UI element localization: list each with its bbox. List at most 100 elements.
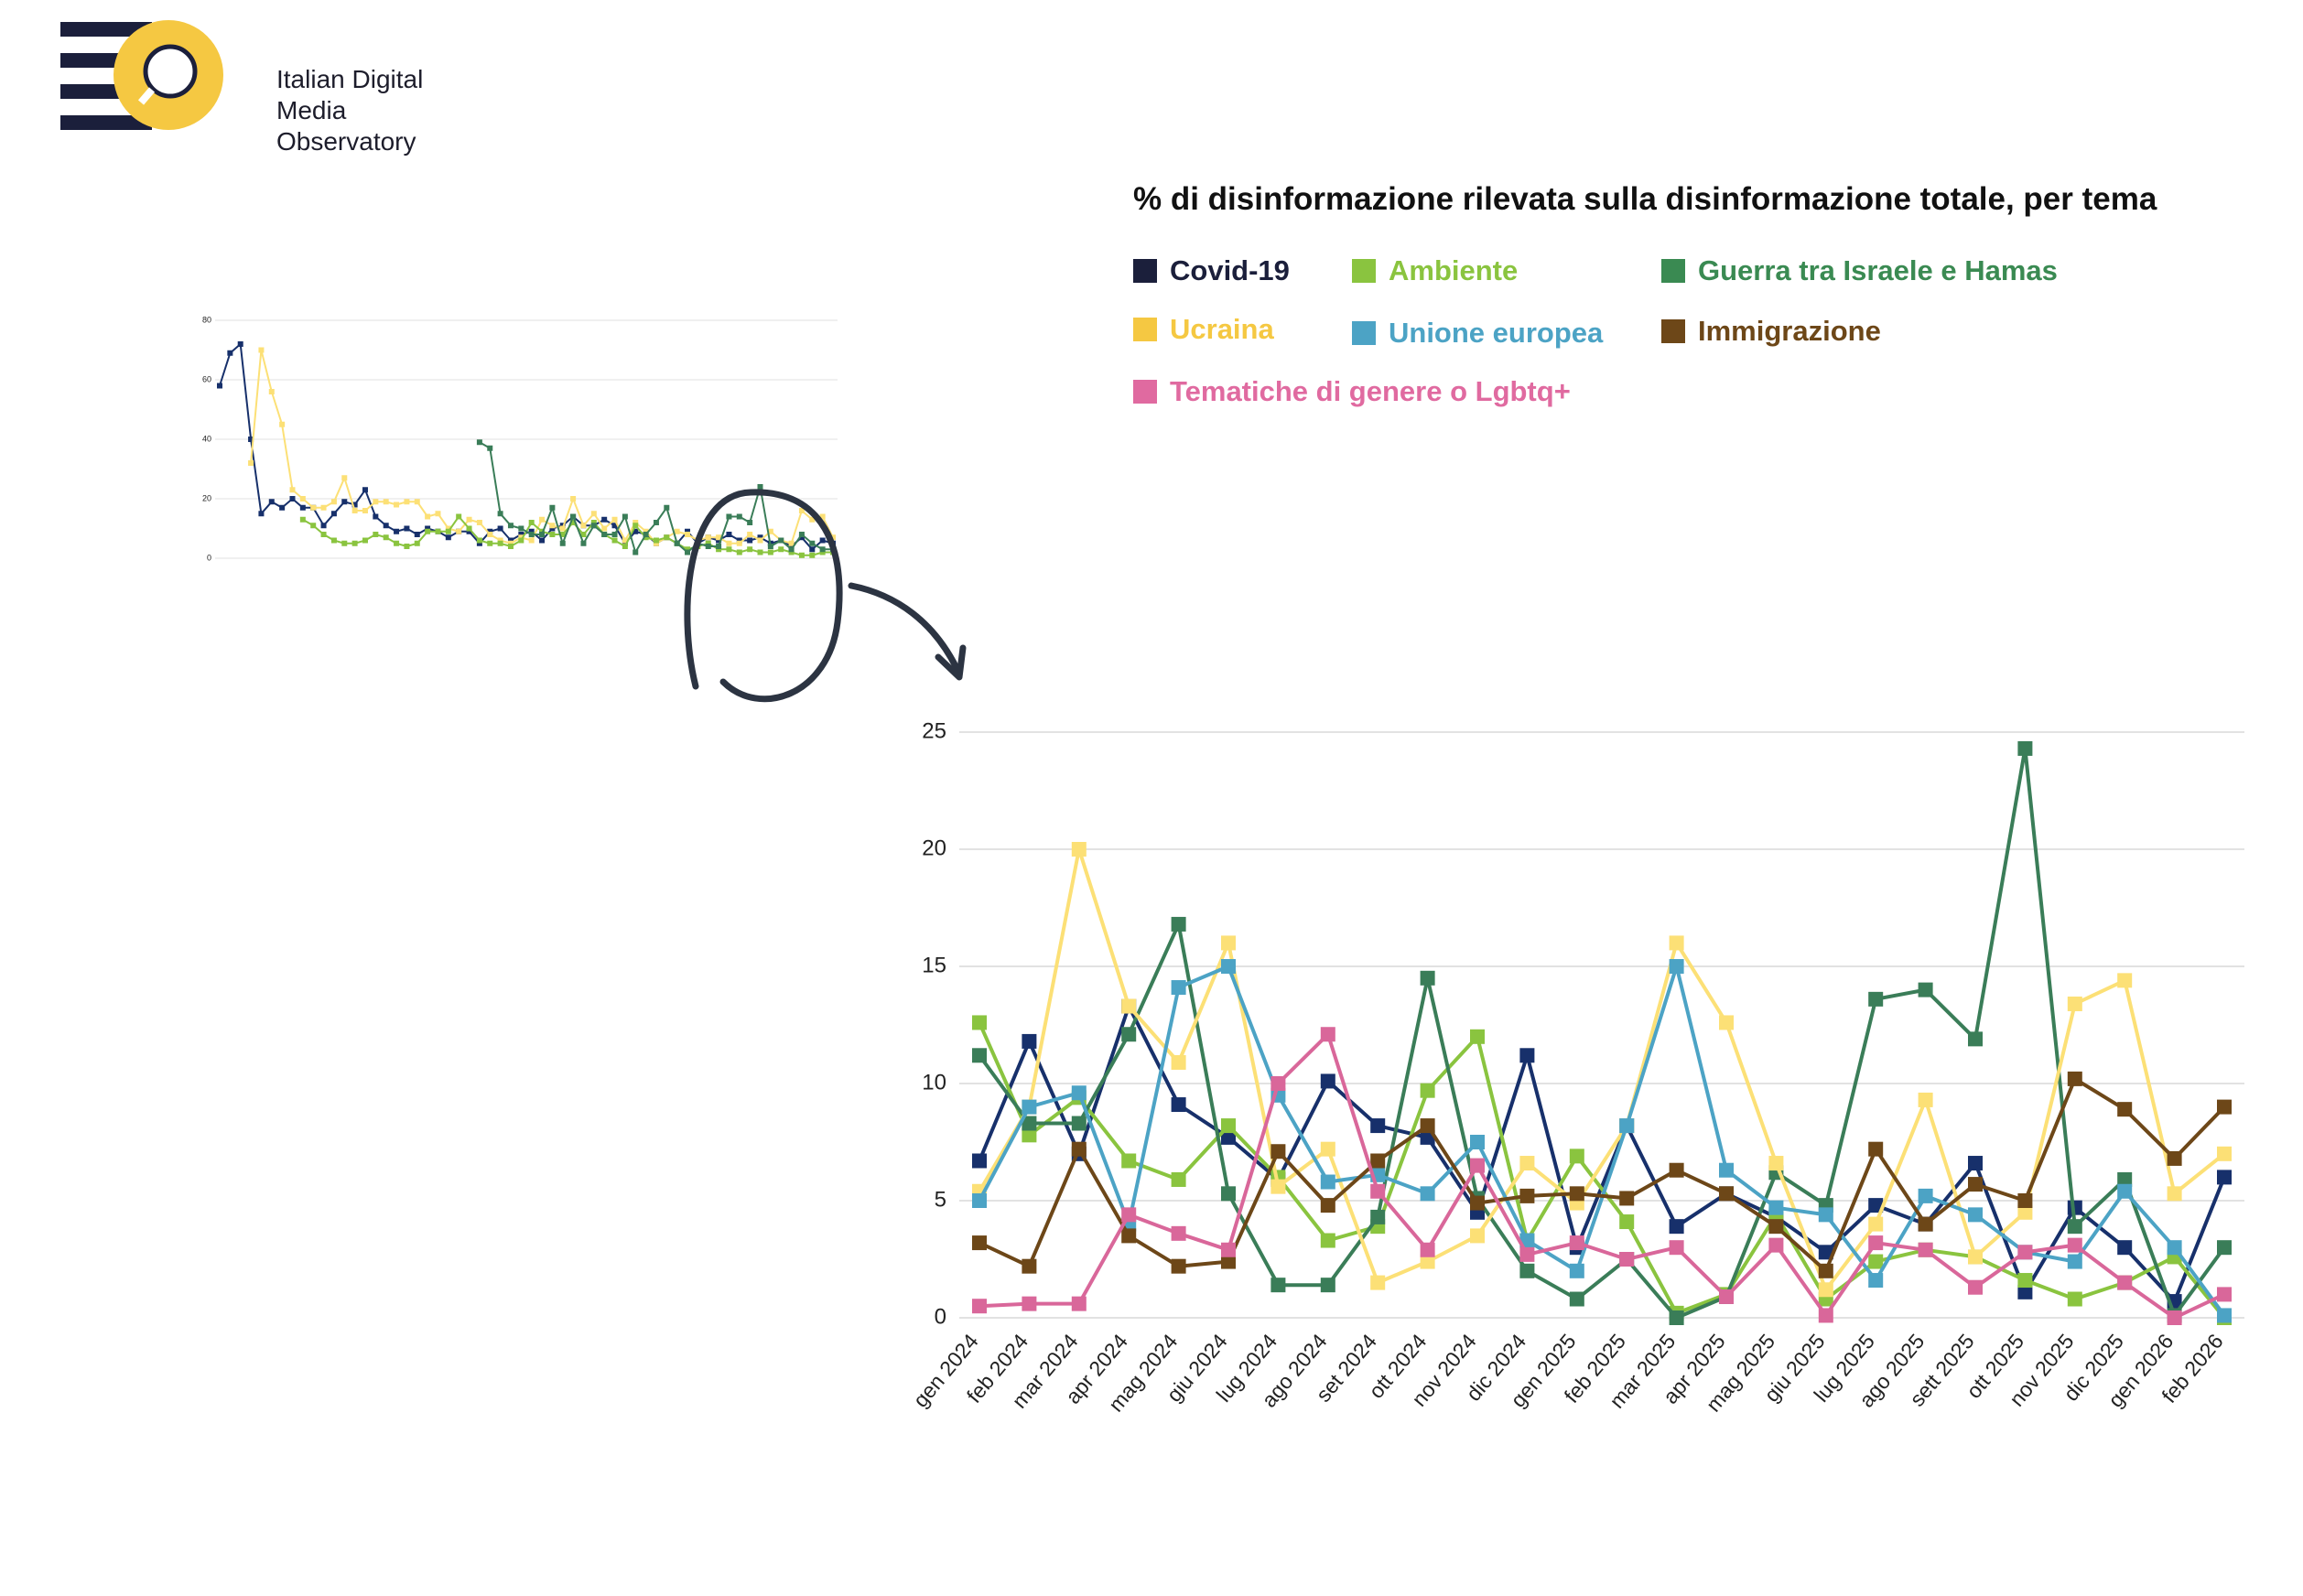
callout-circle (684, 489, 843, 703)
data-point-ambiente-52 (757, 549, 763, 555)
data-point-guerra-tra-israele-e-hamas-33 (559, 540, 566, 546)
data-point-ucraina-3 (1121, 998, 1137, 1014)
data-point-guerra-tra-israele-e-hamas-39 (622, 513, 628, 520)
data-point-guerra-tra-israele-e-hamas-51 (747, 520, 753, 525)
y-tick-label-5: 5 (935, 1187, 946, 1212)
callout-arrow (848, 582, 960, 672)
legend-item-ucraina: Ucraina (1133, 313, 1274, 346)
y-tick-label-20: 20 (202, 493, 211, 502)
data-point-guerra-tra-israele-e-hamas-48 (716, 544, 722, 549)
data-point-unione-europea-17 (1818, 1207, 1833, 1223)
data-point-guerra-tra-israele-e-hamas-12 (1569, 1291, 1584, 1307)
data-point-ambiente-47 (705, 540, 711, 546)
data-point-ucraina-15 (373, 499, 379, 505)
data-point-guerra-tra-israele-e-hamas-38 (611, 532, 618, 537)
data-point-ucraina-3 (248, 460, 254, 466)
data-point-covid-19-20 (425, 525, 431, 532)
overview-chart: 0 20 40 60 80 (202, 315, 838, 562)
data-point-ucraina-18 (1868, 1216, 1884, 1232)
data-point-ucraina-23 (2117, 973, 2133, 988)
data-point-tematiche-di-genere-o-lgbtq-13 (1619, 1252, 1635, 1267)
data-point-ambiente-20 (425, 528, 431, 534)
data-point-covid-19-4 (1171, 1097, 1186, 1113)
data-point-guerra-tra-israele-e-hamas-58 (819, 546, 826, 553)
data-point-ambiente-9 (1420, 1083, 1435, 1098)
logo-line-1: Italian Digital (276, 65, 424, 93)
data-point-guerra-tra-israele-e-hamas-6 (1270, 1278, 1286, 1293)
legend-item-guerra: Guerra tra Israele e Hamas (1661, 254, 2058, 287)
data-point-ambiente-12 (341, 540, 348, 546)
data-point-ambiente-26 (487, 540, 493, 546)
data-point-tematiche-di-genere-o-lgbtq-18 (1868, 1235, 1884, 1251)
data-point-guerra-tra-israele-e-hamas-25 (476, 439, 482, 446)
data-point-ambiente-0 (972, 1015, 987, 1030)
data-point-guerra-tra-israele-e-hamas-4 (1171, 916, 1186, 932)
data-point-ucraina-28 (507, 540, 514, 546)
data-point-unione-europea-25 (2217, 1308, 2232, 1323)
data-point-guerra-tra-israele-e-hamas-11 (1519, 1263, 1535, 1278)
data-point-ambiente-13 (351, 540, 358, 546)
data-point-guerra-tra-israele-e-hamas-27 (497, 511, 503, 517)
data-point-ambiente-45 (685, 546, 691, 553)
data-point-ucraina-9 (310, 504, 317, 511)
data-point-covid-19-26 (487, 528, 493, 534)
data-point-tematiche-di-genere-o-lgbtq-6 (1270, 1076, 1286, 1091)
data-point-ambiente-10 (320, 532, 327, 537)
data-point-covid-19-6 (279, 504, 286, 511)
data-point-immigrazione-13 (1619, 1191, 1635, 1206)
data-point-immigrazione-20 (1968, 1177, 1983, 1192)
data-point-ucraina-31 (539, 516, 546, 523)
series-ucraina (248, 347, 836, 546)
y-tick-label-20: 20 (922, 836, 946, 860)
data-point-ambiente-16 (383, 534, 389, 541)
data-point-covid-19-48 (716, 537, 722, 544)
data-point-unione-europea-24 (2167, 1240, 2182, 1256)
data-point-tematiche-di-genere-o-lgbtq-0 (972, 1299, 987, 1314)
data-point-unione-europea-18 (1868, 1273, 1884, 1289)
data-point-tematiche-di-genere-o-lgbtq-15 (1719, 1289, 1734, 1304)
data-point-covid-19-38 (611, 523, 618, 529)
data-point-immigrazione-4 (1171, 1258, 1186, 1274)
data-point-ucraina-59 (830, 534, 836, 541)
data-point-guerra-tra-israele-e-hamas-3 (1121, 1027, 1137, 1042)
data-point-covid-19-51 (747, 537, 753, 544)
data-point-covid-19-19 (414, 532, 420, 537)
series-immigrazione (972, 1071, 2232, 1278)
data-point-immigrazione-17 (1818, 1263, 1833, 1278)
data-point-tematiche-di-genere-o-lgbtq-23 (2117, 1275, 2133, 1290)
data-point-covid-19-3 (248, 437, 254, 442)
data-point-immigrazione-3 (1121, 1228, 1137, 1244)
data-point-ucraina-4 (258, 347, 265, 353)
data-point-immigrazione-1 (1022, 1258, 1037, 1274)
data-point-covid-19-5 (268, 499, 275, 505)
data-point-guerra-tra-israele-e-hamas-47 (705, 544, 711, 549)
data-point-ambiente-56 (798, 552, 805, 558)
data-point-ambiente-13 (1619, 1214, 1635, 1230)
data-point-ucraina-51 (747, 532, 753, 537)
data-point-covid-19-55 (788, 544, 795, 549)
data-point-ambiente-33 (559, 532, 566, 537)
data-point-ucraina-13 (351, 508, 358, 513)
data-point-ucraina-19 (1918, 1092, 1933, 1107)
data-point-ucraina-8 (1370, 1275, 1386, 1290)
logo-bar-4 (60, 115, 152, 130)
series-ucraina (972, 842, 2232, 1298)
data-point-covid-19-23 (2117, 1240, 2133, 1256)
data-point-guerra-tra-israele-e-hamas-50 (736, 513, 742, 520)
data-point-covid-19-20 (1968, 1156, 1983, 1171)
legend-swatch-ue (1352, 321, 1376, 345)
data-point-guerra-tra-israele-e-hamas-18 (1868, 991, 1884, 1007)
data-point-unione-europea-2 (1071, 1085, 1087, 1101)
data-point-covid-19-49 (726, 532, 732, 537)
data-point-guerra-tra-israele-e-hamas-40 (633, 549, 639, 555)
data-point-immigrazione-18 (1868, 1141, 1884, 1157)
data-point-ucraina-56 (798, 508, 805, 513)
data-point-guerra-tra-israele-e-hamas-22 (2067, 1219, 2082, 1235)
data-point-ucraina-23 (456, 528, 462, 534)
data-point-tematiche-di-genere-o-lgbtq-9 (1420, 1242, 1435, 1257)
legend-swatch-guerra (1661, 259, 1685, 283)
y-tick-label-0: 0 (935, 1304, 946, 1329)
data-point-ambiente-8 (299, 516, 306, 523)
data-point-guerra-tra-israele-e-hamas-0 (972, 1048, 987, 1063)
